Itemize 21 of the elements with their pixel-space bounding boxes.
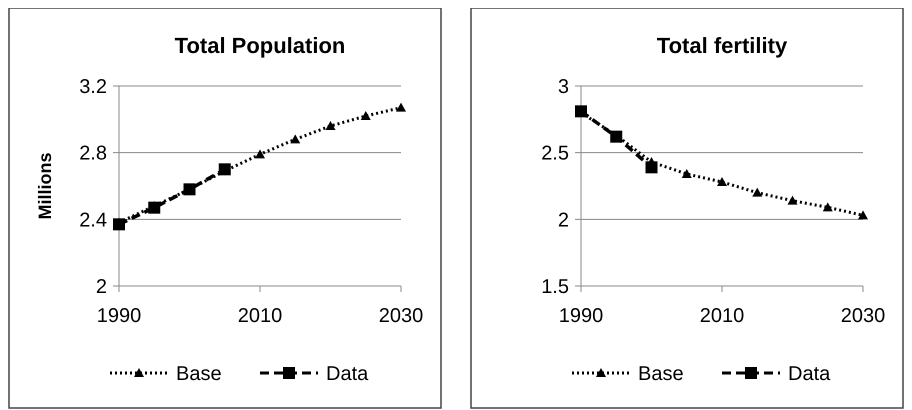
x-tick-label: 2010 — [700, 305, 744, 327]
x-tick-label: 2030 — [378, 305, 424, 327]
y-tick-label: 2 — [96, 276, 107, 298]
x-tick-label: 2030 — [840, 305, 886, 327]
y-tick-label: 2.4 — [79, 209, 107, 232]
legend-label: Base — [638, 363, 684, 385]
x-tick-label: 1990 — [558, 305, 604, 327]
x-tick-label: 2010 — [238, 305, 282, 327]
y-tick-label: 2 — [558, 209, 569, 232]
x-tick-label: 1990 — [96, 305, 142, 327]
y-tick-label: 2.5 — [541, 142, 569, 165]
y-tick-label: 2.8 — [79, 142, 107, 165]
chart-title: Total Population — [174, 33, 346, 58]
y-tick-label: 3.2 — [79, 76, 107, 98]
y-tick-label: 1.5 — [541, 276, 569, 298]
y-axis-title: Millions — [35, 152, 55, 220]
legend-label: Data — [326, 363, 370, 385]
legend-label: Data — [788, 363, 832, 385]
y-tick-label: 3 — [558, 76, 569, 98]
legend-label: Base — [176, 363, 222, 385]
chart-title: Total fertility — [656, 33, 788, 58]
